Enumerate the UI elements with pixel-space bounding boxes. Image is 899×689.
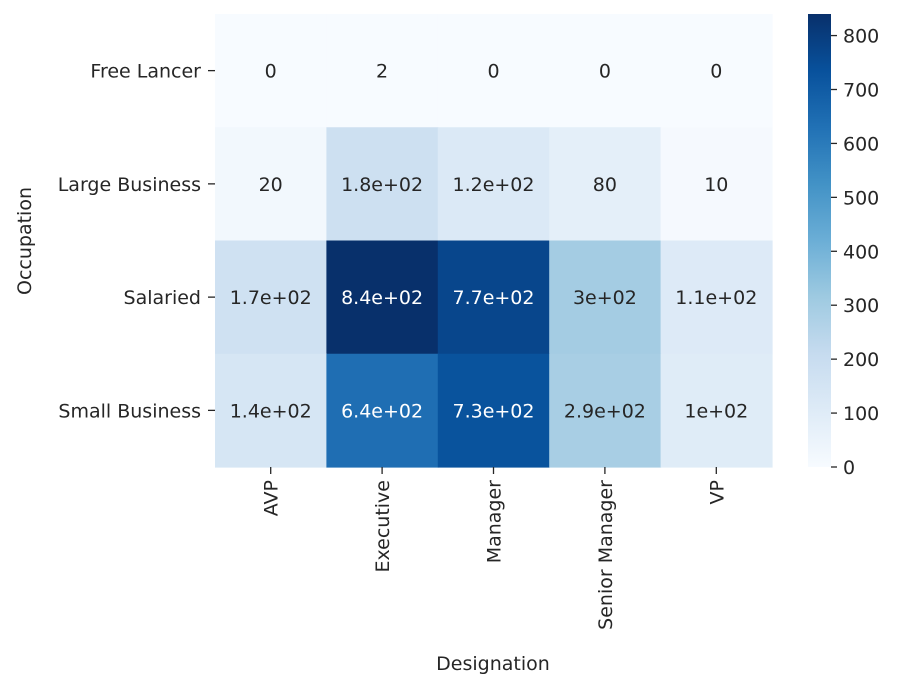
y-tick-label: Salaried xyxy=(124,287,201,309)
cell-annotation: 7.7e+02 xyxy=(452,287,534,309)
heatmap-cell xyxy=(326,353,439,468)
cell-annotation: 8.4e+02 xyxy=(341,287,423,309)
heatmap-cell xyxy=(437,240,550,355)
cell-annotation: 1.1e+02 xyxy=(675,287,757,309)
heatmap-cell xyxy=(215,240,327,355)
cell-annotation: 0 xyxy=(710,61,722,83)
heatmap-cells xyxy=(215,14,773,468)
x-tick-label: Executive xyxy=(372,480,394,573)
cell-annotation: 10 xyxy=(704,174,728,196)
cell-annotation: 6.4e+02 xyxy=(341,400,423,422)
cell-annotation: 2 xyxy=(376,61,388,83)
y-tick-label: Large Business xyxy=(58,174,201,196)
x-axis-ticks: AVP Executive Manager Senior Manager VP xyxy=(261,467,728,630)
colorbar-tick-label: 700 xyxy=(843,80,879,102)
heatmap-cell xyxy=(660,240,773,355)
heatmap-cell xyxy=(326,240,439,355)
heatmap-cell xyxy=(326,127,439,242)
colorbar-tick-label: 300 xyxy=(843,295,879,317)
colorbar-tick-label: 100 xyxy=(843,403,879,425)
colorbar-tick-label: 400 xyxy=(843,241,879,263)
cell-annotation: 1.7e+02 xyxy=(230,287,312,309)
cell-annotation: 20 xyxy=(259,174,283,196)
colorbar: 0 100 200 300 400 500 600 700 800 xyxy=(808,14,879,479)
cell-annotation: 1e+02 xyxy=(684,400,748,422)
colorbar-tick-label: 0 xyxy=(843,457,855,479)
cell-annotation: 2.9e+02 xyxy=(564,400,646,422)
x-tick-label: Senior Manager xyxy=(595,480,617,630)
heatmap-cell xyxy=(660,14,773,128)
heatmap-cell xyxy=(437,353,550,468)
cell-annotation: 0 xyxy=(487,61,499,83)
heatmap-cell xyxy=(549,127,662,242)
x-tick-label: Manager xyxy=(484,480,506,563)
cell-annotation: 80 xyxy=(593,174,617,196)
heatmap-cell xyxy=(215,127,327,242)
cell-annotation: 3e+02 xyxy=(573,287,637,309)
cell-annotation: 7.3e+02 xyxy=(452,400,534,422)
heatmap-cell xyxy=(549,240,662,355)
colorbar-tick-label: 500 xyxy=(843,187,879,209)
heatmap-cell xyxy=(326,14,439,128)
colorbar-gradient xyxy=(808,14,831,467)
heatmap-cell xyxy=(215,353,327,468)
x-axis-title: Designation xyxy=(436,653,550,675)
cell-annotation: 1.4e+02 xyxy=(230,400,312,422)
colorbar-tick-label: 800 xyxy=(843,26,879,48)
cell-annotation: 0 xyxy=(599,61,611,83)
heatmap-cell xyxy=(215,14,327,128)
y-tick-label: Small Business xyxy=(58,400,201,422)
x-tick-label: VP xyxy=(706,480,728,504)
y-tick-label: Free Lancer xyxy=(90,61,201,83)
colorbar-ticks: 0 100 200 300 400 500 600 700 800 xyxy=(831,26,879,479)
colorbar-tick-label: 600 xyxy=(843,133,879,155)
heatmap-cell xyxy=(660,127,773,242)
cell-annotation: 1.8e+02 xyxy=(341,174,423,196)
heatmap-cell xyxy=(549,353,662,468)
cell-annotation: 0 xyxy=(265,61,277,83)
colorbar-tick-label: 200 xyxy=(843,349,879,371)
heatmap-cell xyxy=(437,14,550,128)
cell-annotation: 1.2e+02 xyxy=(452,174,534,196)
heatmap-cell xyxy=(660,353,773,468)
x-tick-label: AVP xyxy=(261,480,283,516)
heatmap-cell xyxy=(549,14,662,128)
y-axis-title: Occupation xyxy=(14,187,36,295)
y-axis-ticks: Free Lancer Large Business Salaried Small B… xyxy=(58,61,215,422)
heatmap-cell xyxy=(437,127,550,242)
heatmap-cell-labels: 0 2 0 0 020 1.8e+02 1.2e+02 80 101.7e+02 8.4e+02 7… xyxy=(230,61,758,423)
